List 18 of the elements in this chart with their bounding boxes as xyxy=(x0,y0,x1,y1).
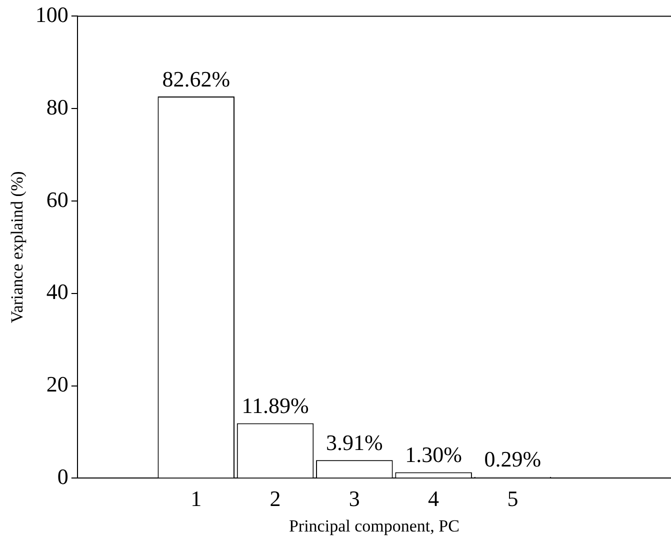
data-label: 3.91% xyxy=(326,430,383,455)
data-label: 11.89% xyxy=(242,393,309,418)
x-tick-label: 3 xyxy=(348,486,360,512)
data-label: 0.29% xyxy=(484,446,542,472)
x-tick-label: 2 xyxy=(270,486,281,512)
y-tick-label: 100 xyxy=(35,2,68,27)
data-label: 82.62% xyxy=(162,66,230,92)
y-tick-label: 40 xyxy=(46,279,68,304)
y-tick-label: 80 xyxy=(46,94,68,120)
x-tick-label: 1 xyxy=(190,486,202,512)
x-tick-label: 5 xyxy=(507,486,518,512)
data-label: 1.30% xyxy=(405,442,462,467)
x-axis-title: Principal component, PC xyxy=(288,516,460,536)
x-tick-label: 4 xyxy=(428,486,440,512)
y-tick-label: 20 xyxy=(46,372,68,397)
y-tick-label: 0 xyxy=(57,464,68,489)
y-axis-title: Variance explaind (%) xyxy=(8,171,27,324)
y-tick-label: 60 xyxy=(46,186,68,212)
